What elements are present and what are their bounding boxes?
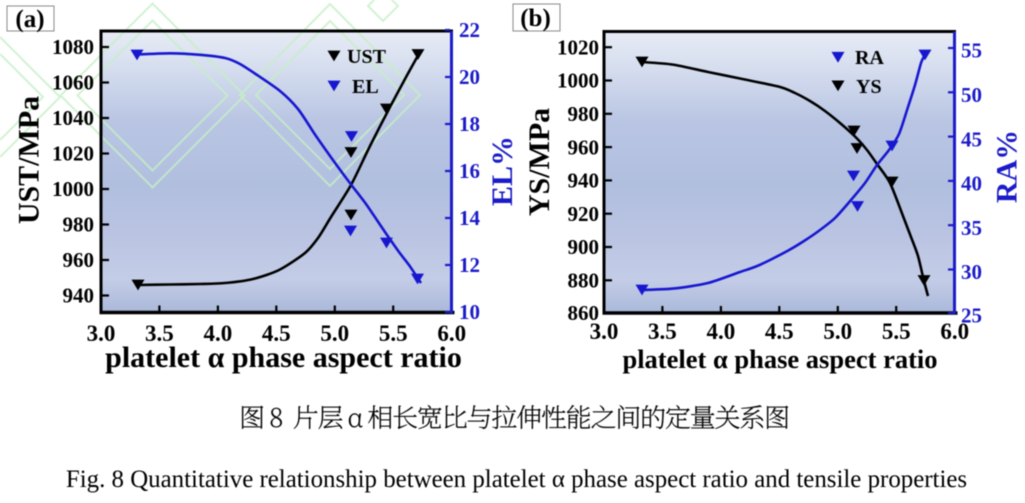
svg-text:3.5: 3.5 bbox=[648, 319, 677, 344]
svg-text:1080: 1080 bbox=[52, 35, 94, 59]
svg-text:960: 960 bbox=[63, 248, 95, 272]
svg-text:1040: 1040 bbox=[52, 106, 94, 130]
svg-text:UST: UST bbox=[347, 46, 387, 68]
svg-text:860: 860 bbox=[568, 301, 600, 325]
svg-text:1060: 1060 bbox=[52, 71, 94, 95]
svg-text:30: 30 bbox=[961, 260, 982, 284]
svg-text:20: 20 bbox=[459, 65, 480, 89]
svg-text:22: 22 bbox=[459, 18, 480, 42]
svg-text:4.5: 4.5 bbox=[765, 319, 794, 344]
svg-text:45: 45 bbox=[961, 127, 982, 151]
svg-text:3.5: 3.5 bbox=[145, 321, 174, 346]
svg-text:40: 40 bbox=[961, 172, 982, 196]
svg-text:960: 960 bbox=[568, 135, 600, 159]
svg-text:1020: 1020 bbox=[52, 142, 94, 166]
svg-text:1000: 1000 bbox=[52, 177, 94, 201]
svg-text:RA%: RA% bbox=[991, 130, 1024, 203]
svg-text:4.5: 4.5 bbox=[262, 321, 291, 346]
svg-text:50: 50 bbox=[961, 83, 982, 107]
svg-text:14: 14 bbox=[459, 206, 481, 230]
svg-text:900: 900 bbox=[568, 235, 600, 259]
svg-text:(b): (b) bbox=[520, 5, 551, 32]
svg-text:5.0: 5.0 bbox=[823, 319, 852, 344]
svg-text:920: 920 bbox=[568, 202, 600, 226]
svg-text:4.0: 4.0 bbox=[707, 319, 736, 344]
svg-text:880: 880 bbox=[568, 269, 600, 293]
svg-text:3.0: 3.0 bbox=[87, 321, 116, 346]
svg-text:12: 12 bbox=[459, 253, 480, 277]
svg-text:Fig. 8 Quantitative relationsh: Fig. 8 Quantitative relationship between… bbox=[66, 466, 967, 493]
svg-text:10: 10 bbox=[459, 300, 480, 324]
svg-text:platelet α phase aspect ratio: platelet α phase aspect ratio bbox=[622, 344, 937, 374]
svg-text:5.5: 5.5 bbox=[379, 321, 408, 346]
svg-text:(a): (a) bbox=[15, 6, 44, 33]
svg-text:1020: 1020 bbox=[557, 35, 599, 59]
svg-text:940: 940 bbox=[568, 169, 600, 193]
svg-text:6.0: 6.0 bbox=[437, 321, 466, 346]
svg-text:RA: RA bbox=[855, 47, 884, 69]
svg-text:1000: 1000 bbox=[557, 69, 599, 93]
svg-text:980: 980 bbox=[568, 102, 600, 126]
svg-text:4.0: 4.0 bbox=[204, 321, 233, 346]
svg-text:6.0: 6.0 bbox=[940, 319, 969, 344]
svg-text:5.5: 5.5 bbox=[882, 319, 911, 344]
svg-text:16: 16 bbox=[459, 159, 480, 183]
svg-text:EL: EL bbox=[352, 76, 379, 98]
svg-text:platelet α phase aspect ratio: platelet α phase aspect ratio bbox=[105, 341, 462, 374]
svg-text:980: 980 bbox=[63, 213, 95, 237]
svg-text:UST/MPa: UST/MPa bbox=[13, 96, 46, 224]
svg-text:25: 25 bbox=[961, 304, 982, 328]
svg-text:3.0: 3.0 bbox=[590, 319, 619, 344]
svg-text:EL%: EL% bbox=[486, 136, 519, 206]
svg-text:5.0: 5.0 bbox=[320, 321, 349, 346]
svg-text:35: 35 bbox=[961, 216, 982, 240]
svg-text:YS: YS bbox=[856, 76, 882, 98]
svg-text:55: 55 bbox=[961, 39, 982, 63]
svg-text:940: 940 bbox=[63, 284, 95, 308]
svg-text:YS/MPa: YS/MPa bbox=[523, 108, 556, 216]
svg-text:18: 18 bbox=[459, 112, 480, 136]
